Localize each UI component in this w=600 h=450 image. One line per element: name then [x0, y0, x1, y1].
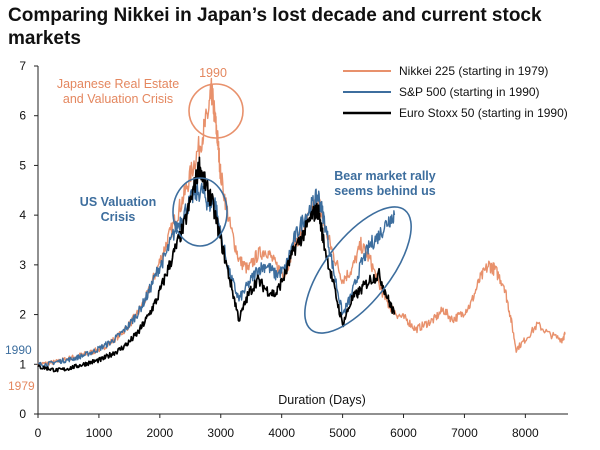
x-tick-label: 7000: [451, 426, 478, 440]
annotation-text: and Valuation Crisis: [63, 92, 173, 106]
y-tick-label: 5: [19, 158, 26, 172]
y-tick-label: 6: [19, 109, 26, 123]
x-tick-label: 0: [35, 426, 42, 440]
annotation-text: 1990: [199, 66, 227, 80]
x-tick-label: 3000: [207, 426, 234, 440]
annotation-text: Japanese Real Estate: [57, 77, 179, 91]
legend-label: S&P 500 (starting in 1990): [399, 85, 540, 99]
y-tick-label: 0: [19, 407, 26, 421]
annotation-text: 1979: [8, 379, 35, 393]
y-tick-label: 3: [19, 258, 26, 272]
x-axis-label: Duration (Days): [278, 393, 366, 407]
annotation-text: Crisis: [101, 210, 136, 224]
y-tick-label: 7: [19, 59, 26, 73]
annotation-text: Bear market rally: [334, 169, 436, 183]
x-tick-label: 2000: [146, 426, 173, 440]
y-tick-label: 2: [19, 308, 26, 322]
annotation-ellipses: [172, 83, 412, 334]
chart-title: Comparing Nikkei in Japan’s lost decade …: [8, 5, 542, 49]
series-line-stoxx: [37, 156, 396, 373]
legend-label: Euro Stoxx 50 (starting in 1990): [399, 106, 568, 120]
annotation-text: US Valuation: [80, 195, 156, 209]
highlight-circle-us: [172, 177, 228, 247]
highlight-circle-1990: [188, 83, 244, 139]
annotation-text: 1990: [5, 343, 32, 357]
y-tick-label: 4: [19, 208, 26, 222]
y-tick-label: 1: [19, 357, 26, 371]
x-tick-label: 4000: [268, 426, 295, 440]
x-tick-label: 8000: [512, 426, 539, 440]
series-line-sp500: [37, 182, 396, 368]
legend-label: Nikkei 225 (starting in 1979): [399, 64, 548, 78]
x-tick-label: 6000: [390, 426, 417, 440]
series-layer: [37, 77, 566, 373]
annotation-text: seems behind us: [334, 184, 435, 198]
x-tick-label: 1000: [86, 426, 113, 440]
axes: 0 1 2 3 4 5 6 7 0 1000 2000 3000 4000 5000 6000 7000 800…: [19, 59, 568, 440]
highlight-ellipse-bear-rally: [304, 206, 412, 334]
legend: Nikkei 225 (starting in 1979) S&P 500 (st…: [343, 64, 568, 120]
x-tick-label: 5000: [329, 426, 356, 440]
